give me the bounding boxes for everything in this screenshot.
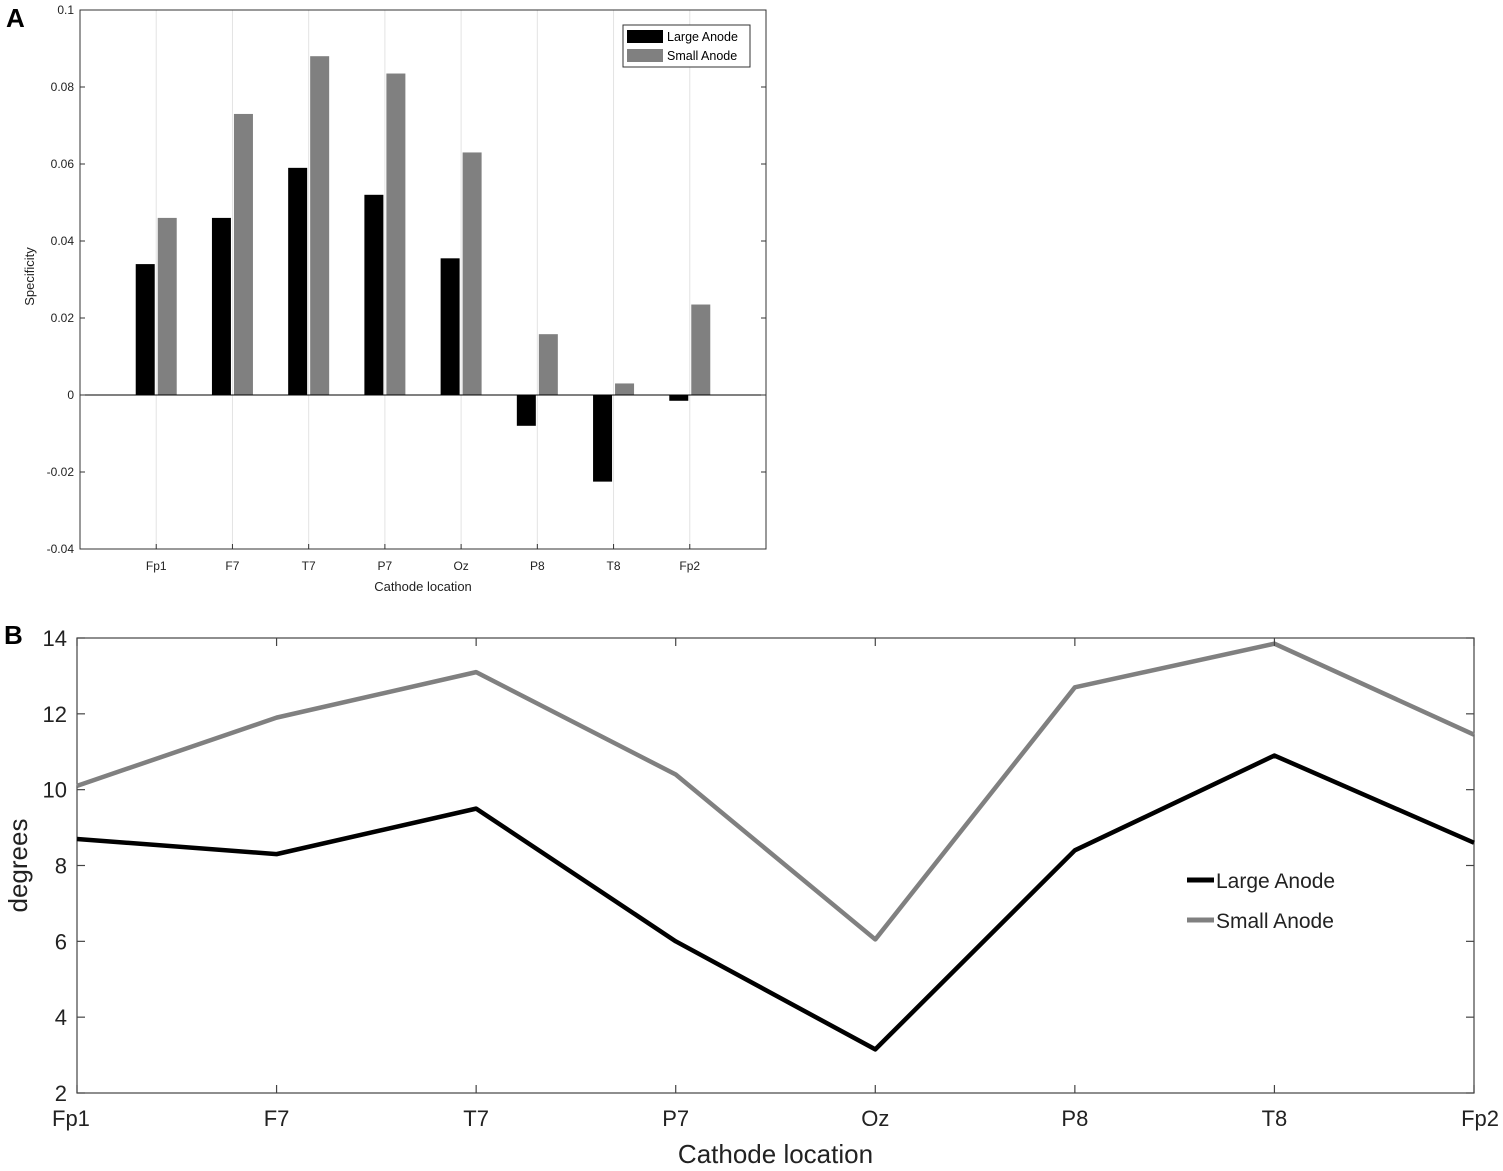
panel-b-letter: B — [4, 620, 23, 650]
legend-swatch-a — [627, 49, 663, 62]
legend-label-b: Small Anode — [1216, 910, 1334, 933]
legend-b: Large Anode Small Anode — [1187, 870, 1335, 933]
panel-b-chart: 2 4 6 8 10 12 14 Fp1 F7 T7 P7 Oz P8 T8 Fp2 Cathode loca… — [3, 626, 1499, 1169]
x-tick-label-b: T8 — [1262, 1106, 1288, 1131]
x-tick-label-b: Oz — [861, 1106, 889, 1131]
bar-small-anode-fp1 — [157, 217, 177, 395]
y-tick-label-a: 0 — [67, 388, 74, 402]
y-tick-label-a: 0.1 — [57, 3, 74, 17]
y-axis-label-b: degrees — [3, 819, 33, 913]
bar-large-anode-t7 — [288, 167, 308, 395]
x-axis-label-b: Cathode location — [678, 1139, 873, 1169]
bar-small-anode-fp2 — [691, 304, 711, 395]
x-tick-label-a: T7 — [302, 559, 316, 573]
bar-large-anode-oz — [440, 258, 460, 395]
x-tick-label-b: T7 — [463, 1106, 489, 1131]
y-tick-label-b: 4 — [55, 1005, 67, 1030]
bar-small-anode-oz — [462, 152, 482, 395]
legend-label-b: Large Anode — [1216, 870, 1335, 893]
y-tick-label-a: 0.08 — [51, 80, 75, 94]
x-axis-label-a: Cathode location — [374, 579, 472, 594]
y-tick-label-b: 2 — [55, 1081, 67, 1106]
panel-a-letter: A — [6, 3, 25, 33]
bar-small-anode-t7 — [310, 56, 330, 395]
bar-large-anode-p7 — [364, 194, 384, 395]
bar-large-anode-t8 — [593, 395, 613, 482]
bar-large-anode-fp2 — [669, 395, 689, 401]
y-tick-label-a: -0.04 — [47, 542, 75, 556]
x-tick-label-a: Oz — [453, 559, 468, 573]
y-tick-label-b: 10 — [43, 778, 67, 803]
x-tick-label-b: P7 — [662, 1106, 689, 1131]
y-axis-label-a: Specificity — [22, 247, 37, 306]
bar-large-anode-f7 — [211, 217, 231, 395]
x-tick-label-a: T8 — [607, 559, 621, 573]
bar-small-anode-t8 — [615, 383, 635, 395]
x-tick-label-a: P8 — [530, 559, 545, 573]
x-tick-label-a: P7 — [378, 559, 393, 573]
legend-label-a: Large Anode — [667, 30, 738, 44]
x-tick-label-b: F7 — [264, 1106, 290, 1131]
x-tick-label-b: Fp2 — [1461, 1106, 1499, 1131]
panel-a-chart: -0.04 -0.02 0 0.02 0.04 0.06 0.08 0.1 Fp1 F7 T7 P7 O… — [22, 3, 767, 594]
y-tick-label-a: -0.02 — [47, 465, 75, 479]
bar-small-anode-p7 — [386, 73, 406, 396]
y-tick-label-a: 0.02 — [51, 311, 75, 325]
y-tick-label-b: 8 — [55, 854, 67, 879]
legend-a: Large Anode Small Anode — [622, 24, 751, 68]
x-tick-label-a: F7 — [225, 559, 239, 573]
y-tick-label-a: 0.06 — [51, 157, 75, 171]
bar-large-anode-p8 — [516, 395, 536, 426]
legend-label-a: Small Anode — [667, 49, 737, 63]
y-tick-label-a: 0.04 — [51, 234, 75, 248]
x-tick-label-a: Fp1 — [146, 559, 167, 573]
y-tick-label-b: 14 — [43, 626, 67, 651]
x-tick-label-b: P8 — [1061, 1106, 1088, 1131]
x-tick-label-a: Fp2 — [679, 559, 700, 573]
axes-box-b — [76, 637, 1475, 1094]
axes-box-a — [79, 9, 767, 550]
line-small-anode — [76, 641, 1475, 942]
bar-large-anode-fp1 — [135, 264, 155, 395]
y-tick-label-b: 6 — [55, 929, 67, 954]
legend-swatch-a — [627, 30, 663, 43]
x-tick-label-b: Fp1 — [52, 1106, 90, 1131]
y-tick-label-b: 12 — [43, 702, 67, 727]
bar-small-anode-p8 — [538, 334, 558, 395]
line-large-anode — [76, 753, 1475, 1052]
bar-small-anode-f7 — [233, 113, 253, 395]
